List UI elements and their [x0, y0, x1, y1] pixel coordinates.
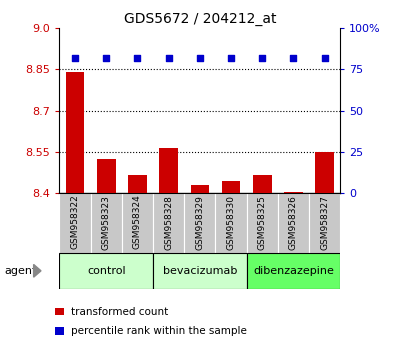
Point: [321, 55, 327, 61]
Text: GSM958324: GSM958324: [133, 195, 142, 250]
Bar: [153, 193, 184, 253]
Point: [103, 55, 109, 61]
Bar: [121, 193, 153, 253]
Text: GSM958323: GSM958323: [101, 195, 110, 250]
Text: GSM958326: GSM958326: [288, 195, 297, 250]
Text: percentile rank within the sample: percentile rank within the sample: [70, 326, 246, 336]
Bar: [315, 152, 333, 193]
Bar: [215, 193, 246, 253]
Bar: [246, 193, 277, 253]
Bar: [65, 72, 84, 193]
Point: [165, 55, 171, 61]
Point: [227, 55, 234, 61]
Text: GSM958329: GSM958329: [195, 195, 204, 250]
Text: dibenzazepine: dibenzazepine: [252, 266, 333, 276]
Text: GSM958322: GSM958322: [70, 195, 79, 250]
Text: GSM958330: GSM958330: [226, 195, 235, 250]
Text: GSM958327: GSM958327: [319, 195, 328, 250]
Bar: [246, 253, 339, 289]
Bar: [308, 193, 339, 253]
Title: GDS5672 / 204212_at: GDS5672 / 204212_at: [124, 12, 275, 26]
Bar: [90, 193, 121, 253]
Bar: [283, 192, 302, 193]
Bar: [97, 159, 115, 193]
Bar: [59, 253, 153, 289]
Bar: [277, 193, 308, 253]
Point: [72, 55, 78, 61]
Text: transformed count: transformed count: [70, 307, 167, 316]
Bar: [59, 193, 90, 253]
Point: [290, 55, 296, 61]
Text: agent: agent: [4, 266, 36, 276]
Text: bevacizumab: bevacizumab: [162, 266, 236, 276]
Point: [196, 55, 202, 61]
Text: control: control: [87, 266, 125, 276]
Text: GSM958328: GSM958328: [164, 195, 173, 250]
Point: [258, 55, 265, 61]
Bar: [252, 175, 271, 193]
Bar: [184, 193, 215, 253]
Bar: [128, 175, 146, 193]
Bar: [159, 148, 178, 193]
Text: GSM958325: GSM958325: [257, 195, 266, 250]
Bar: [190, 185, 209, 193]
Point: [134, 55, 140, 61]
Bar: [221, 181, 240, 193]
Bar: [153, 253, 246, 289]
